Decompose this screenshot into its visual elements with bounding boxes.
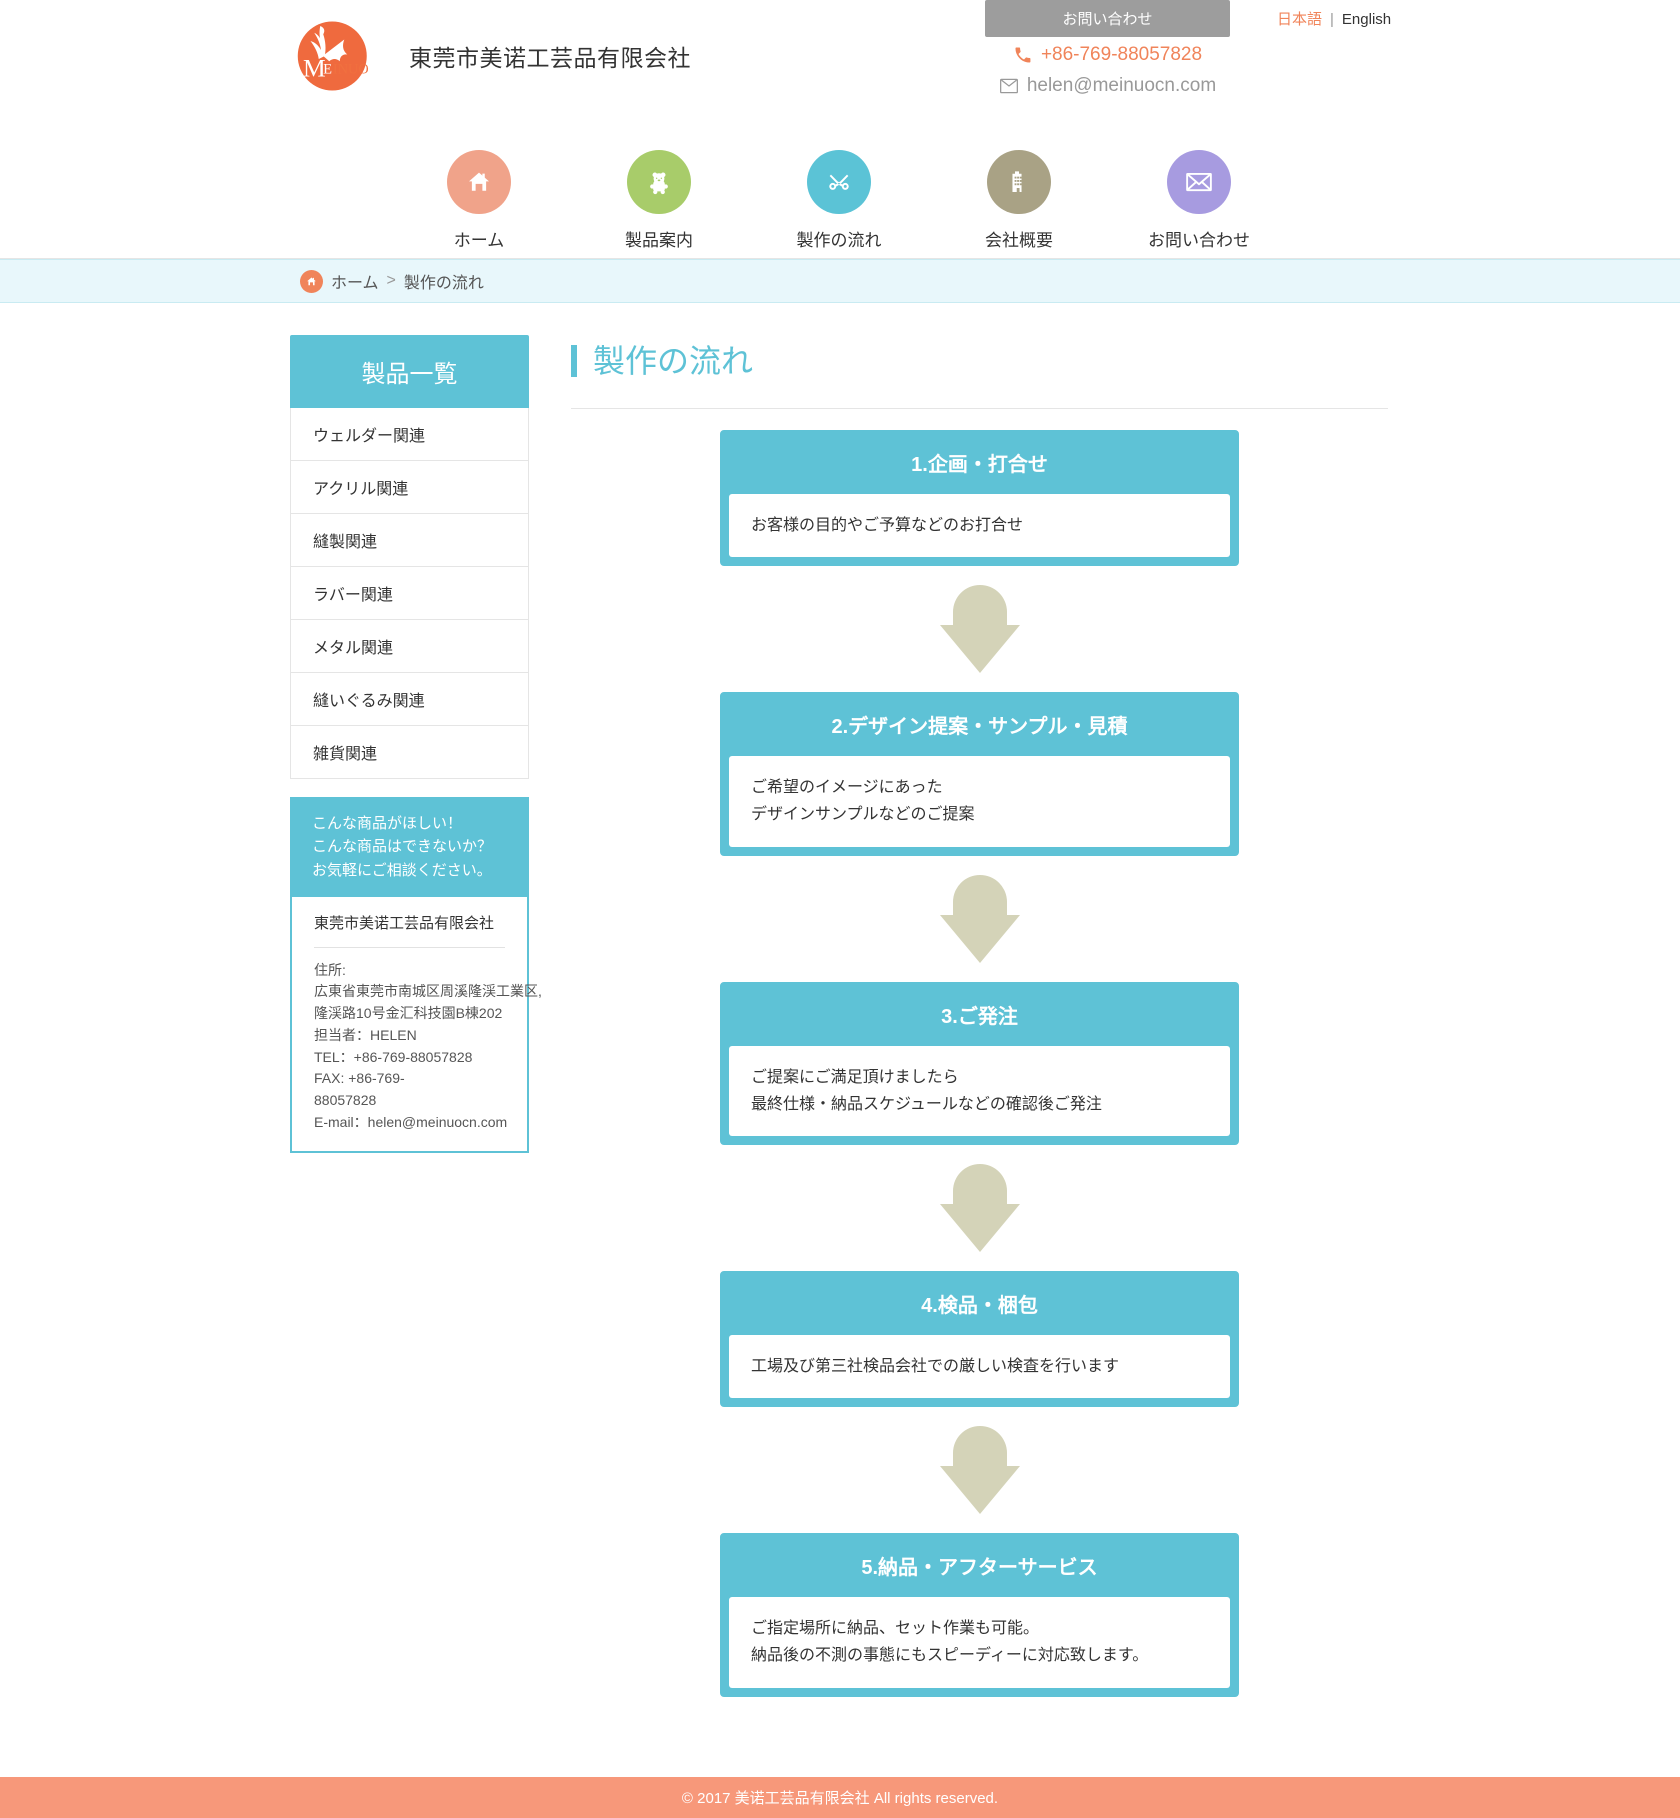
svg-text:INUO: INUO (333, 61, 369, 77)
svg-text:E: E (323, 61, 332, 77)
svg-text:M: M (303, 53, 326, 82)
